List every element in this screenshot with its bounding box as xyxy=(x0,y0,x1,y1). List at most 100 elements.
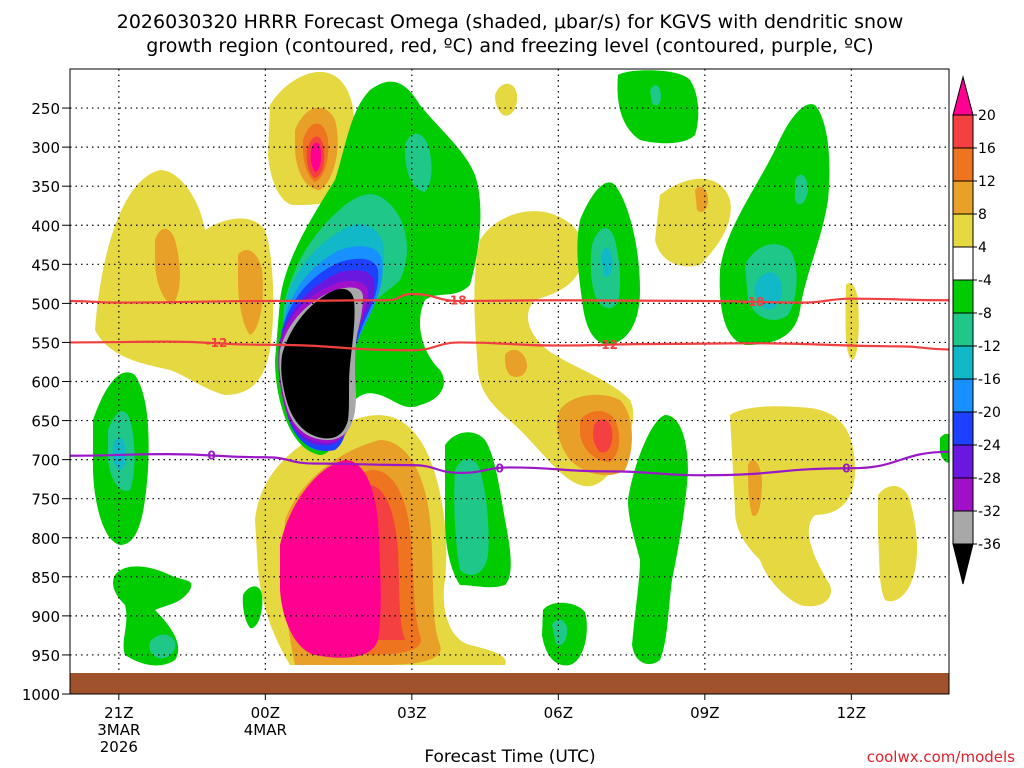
x-tick-label-09Z: 09Z xyxy=(690,704,719,722)
teal-top-right-small xyxy=(650,85,661,106)
yellow-blob-far-right xyxy=(845,283,859,360)
contour-label-dgz-bottom-1: -12 xyxy=(596,338,618,352)
colorbar-label-6: -8 xyxy=(978,306,992,322)
green-far-right-bottom xyxy=(940,433,949,463)
contour-label-freezing-level-0: 0 xyxy=(207,449,215,463)
y-axis: 250 300 350 400 450 500 550 600 650 700 750 800 850 9… xyxy=(22,100,70,704)
contour-lines: -18 -18 -12 -12 0 0 0 xyxy=(69,292,950,477)
colorbar-label-9: -20 xyxy=(978,405,1001,421)
y-tick-label-850: 850 xyxy=(31,569,60,587)
yellow-blob-right xyxy=(655,178,731,267)
magenta-lower-core xyxy=(280,460,381,658)
red-mid-dgz xyxy=(593,419,613,453)
orange-blob-right-top xyxy=(695,186,708,212)
y-tick-label-600: 600 xyxy=(31,374,60,392)
orange-blob-small-mid xyxy=(505,349,527,377)
teal-bottom-center xyxy=(552,619,568,646)
colorbar-segment-9 xyxy=(952,378,974,413)
colorbar-top-triangle xyxy=(952,75,974,116)
contour-label-dgz-top-0: -18 xyxy=(445,293,467,307)
y-tick-label-800: 800 xyxy=(31,530,60,548)
x-tick-date-00Z: 4MAR xyxy=(244,721,287,739)
colorbar-segment-11 xyxy=(952,444,974,479)
colorbar-segment-13 xyxy=(952,510,974,545)
colorbar-label-2: 12 xyxy=(978,174,996,190)
colorbar-label-12: -32 xyxy=(978,504,1001,520)
colorbar-label-1: 16 xyxy=(978,141,996,157)
omega-ascent-black-regions xyxy=(281,288,355,439)
cyan-mid xyxy=(601,247,613,277)
y-tick-label-350: 350 xyxy=(31,178,60,196)
x-tick-label-12Z: 12Z xyxy=(837,704,866,722)
teal-main-upper xyxy=(404,133,432,192)
yellow-blob-lower-right xyxy=(730,406,855,607)
omega-shading xyxy=(92,70,949,666)
colorbar: 20 16 12 8 4 -4 -8 -12 -16 -20 -24 -28 -32 -36 xyxy=(952,75,1001,585)
colorbar-label-11: -28 xyxy=(978,471,1001,487)
colorbar-segment-8 xyxy=(952,345,974,380)
black-main-core xyxy=(281,288,355,439)
colorbar-label-0: 20 xyxy=(978,108,996,124)
colorbar-label-10: -24 xyxy=(978,438,1001,454)
colorbar-label-8: -16 xyxy=(978,372,1001,388)
y-tick-label-250: 250 xyxy=(31,100,60,118)
colorbar-segment-1 xyxy=(952,114,974,149)
chart-title-line1: 2026030320 HRRR Forecast Omega (shaded, … xyxy=(117,11,904,33)
y-tick-label-550: 550 xyxy=(31,334,60,352)
green-left-small xyxy=(242,586,263,629)
colorbar-label-4: 4 xyxy=(978,240,987,256)
colorbar-segment-4 xyxy=(952,213,974,248)
cyan-right xyxy=(754,272,782,310)
y-tick-label-1000: 1000 xyxy=(22,686,60,704)
colorbar-segment-6 xyxy=(952,279,974,314)
chart-title-line2: growth region (contoured, red, ºC) and f… xyxy=(146,35,873,57)
y-tick-label-500: 500 xyxy=(31,295,60,313)
colorbar-label-5: -4 xyxy=(978,273,992,289)
colorbar-segment-10 xyxy=(952,411,974,446)
teal-right-small xyxy=(795,174,808,205)
orange-blob-left2 xyxy=(238,250,263,335)
colorbar-segment-7 xyxy=(952,312,974,347)
contour-label-dgz-bottom-0: -12 xyxy=(206,336,228,350)
y-tick-label-300: 300 xyxy=(31,139,60,157)
x-axis-title: Forecast Time (UTC) xyxy=(424,747,595,767)
ground-surface xyxy=(70,673,949,694)
cyan-left xyxy=(112,437,126,470)
y-tick-label-700: 700 xyxy=(31,452,60,470)
contour-label-freezing-level-2: 0 xyxy=(842,461,850,475)
yellow-blob-bottom-right xyxy=(878,485,918,602)
x-tick-year-21Z: 2026 xyxy=(100,738,138,756)
contour-label-freezing-level-1: 0 xyxy=(496,462,504,476)
yellow-blob-small-top xyxy=(495,83,518,116)
teal-bottom-left xyxy=(149,634,176,659)
y-tick-label-900: 900 xyxy=(31,608,60,626)
x-tick-label-21Z: 21Z xyxy=(104,704,133,722)
contour-dgz-bottom xyxy=(69,340,950,352)
y-tick-label-650: 650 xyxy=(31,413,60,431)
yellow-blob-left-upper xyxy=(95,170,274,395)
contour-freezing-level xyxy=(69,450,950,477)
magenta-upper-core xyxy=(310,142,322,172)
x-tick-label-06Z: 06Z xyxy=(544,704,573,722)
colorbar-label-3: 8 xyxy=(978,207,987,223)
orange-blob-left xyxy=(155,228,180,305)
colorbar-segment-2 xyxy=(952,147,974,182)
green-top-right xyxy=(617,70,699,144)
y-tick-label-450: 450 xyxy=(31,256,60,274)
x-tick-date-21Z: 3MAR xyxy=(97,721,140,739)
colorbar-segment-5 xyxy=(952,246,974,281)
credit-link[interactable]: coolwx.com/models xyxy=(867,748,1015,766)
colorbar-bottom-triangle xyxy=(952,543,974,585)
omega-descent-magenta-regions xyxy=(280,142,381,658)
teal-mid-lower xyxy=(454,458,489,575)
y-tick-label-750: 750 xyxy=(31,491,60,509)
x-tick-label-03Z: 03Z xyxy=(397,704,426,722)
contour-label-dgz-top-1: -18 xyxy=(743,295,765,309)
y-tick-label-950: 950 xyxy=(31,647,60,665)
colorbar-label-13: -36 xyxy=(978,537,1001,553)
green-center-bottom xyxy=(628,415,688,665)
contour-dgz-top xyxy=(69,292,950,304)
x-tick-label-00Z: 00Z xyxy=(251,704,280,722)
